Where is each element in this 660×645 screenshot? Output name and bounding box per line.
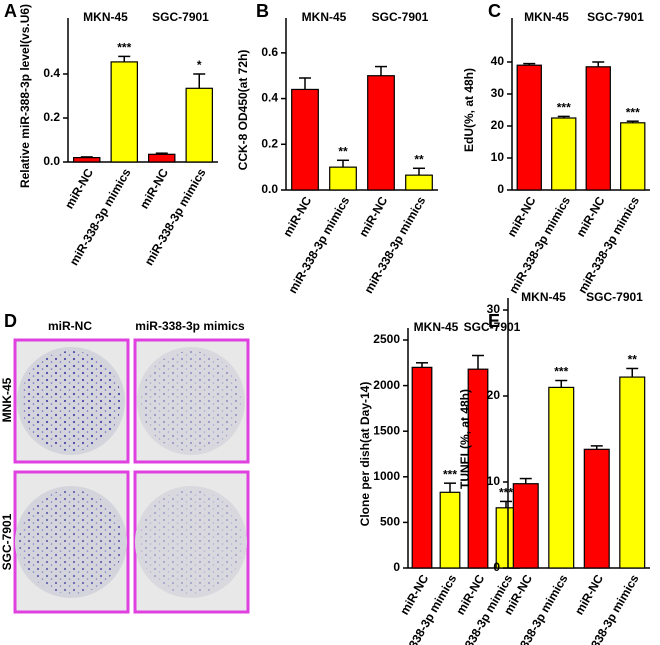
row-label: MNK-45 xyxy=(0,377,14,422)
bar xyxy=(185,87,213,163)
panel-letter: E xyxy=(488,311,500,331)
bar xyxy=(110,61,138,163)
dish-photos xyxy=(13,338,250,614)
group-label: MKN-45 xyxy=(414,320,459,334)
group-label: MKN-45 xyxy=(524,10,569,24)
significance: *** xyxy=(557,101,571,115)
bar xyxy=(411,366,433,569)
y-axis-label: EdU(%, at 48h) xyxy=(462,68,476,152)
y-tick-label: 0.0 xyxy=(261,182,278,196)
y-tick-label: 2500 xyxy=(373,332,400,346)
x-tick-label: miR-NC xyxy=(504,194,538,239)
panel-letter: A xyxy=(4,1,17,21)
y-tick-label: 0 xyxy=(497,182,504,196)
y-tick-label: 30 xyxy=(487,302,501,316)
bar xyxy=(73,157,101,163)
x-tick-label: miR-NC xyxy=(62,166,96,211)
significance: *** xyxy=(554,365,568,379)
x-tick-label: miR-NC xyxy=(573,194,607,239)
group-label: SGC-7901 xyxy=(587,10,644,24)
y-axis-label: Clone per dish(at Day-14) xyxy=(358,382,372,527)
y-tick-label: 0.2 xyxy=(261,136,278,150)
x-tick-label: miR-338-3p mimics xyxy=(575,194,642,296)
bar xyxy=(405,174,433,191)
bar xyxy=(467,368,489,569)
column-label: miR-338-3p mimics xyxy=(135,319,245,333)
panel-letter: B xyxy=(256,1,269,21)
bar xyxy=(439,491,461,569)
group-label: MKN-45 xyxy=(521,290,566,304)
x-tick-label: miR-NC xyxy=(356,194,390,239)
y-tick-label: 1500 xyxy=(373,423,400,437)
bar xyxy=(516,64,542,191)
y-axis-label: CCK-8 OD450(at 72h) xyxy=(236,50,250,171)
x-tick-label: miR-338-3p mimics xyxy=(506,194,573,296)
bar xyxy=(329,166,357,191)
significance: *** xyxy=(117,41,131,55)
bar xyxy=(367,75,395,191)
bar xyxy=(291,88,319,191)
row-label: SGC-7901 xyxy=(0,513,14,570)
y-tick-label: 2000 xyxy=(373,378,400,392)
y-tick-label: 500 xyxy=(380,515,400,529)
y-tick-label: 0 xyxy=(393,560,400,574)
significance: *** xyxy=(443,467,457,481)
bar xyxy=(619,376,646,569)
y-tick-label: 20 xyxy=(487,388,501,402)
y-tick-label: 0 xyxy=(493,560,500,574)
y-tick-label: 20 xyxy=(491,118,505,132)
significance: ** xyxy=(338,144,348,158)
y-tick-label: 40 xyxy=(491,54,505,68)
y-tick-label: 1000 xyxy=(373,469,400,483)
significance: * xyxy=(197,58,202,72)
x-tick-label: miR-NC xyxy=(572,572,606,617)
significance: ** xyxy=(628,353,638,367)
bar xyxy=(551,117,577,191)
panel-letter: C xyxy=(488,1,501,21)
bar xyxy=(620,122,646,191)
significance: *** xyxy=(626,105,640,119)
bar xyxy=(583,448,610,569)
y-axis-label: Relative miR-388-3p level(vs.U6) xyxy=(18,4,32,188)
y-tick-label: 0.6 xyxy=(261,45,278,59)
group-label: MKN-45 xyxy=(83,10,128,24)
bar xyxy=(512,483,539,569)
bar xyxy=(548,386,575,569)
group-label: SGC-7901 xyxy=(152,10,209,24)
y-tick-label: 0.4 xyxy=(261,91,278,105)
y-tick-label: 30 xyxy=(491,86,505,100)
group-label: SGC-7901 xyxy=(464,320,521,334)
panel-letter: D xyxy=(4,311,17,331)
y-tick-label: 0.4 xyxy=(43,66,60,80)
x-tick-label: miR-NC xyxy=(137,166,171,211)
column-label: miR-NC xyxy=(48,319,92,333)
group-label: SGC-7901 xyxy=(372,10,429,24)
y-tick-label: 10 xyxy=(487,474,501,488)
group-label: SGC-7901 xyxy=(586,290,643,304)
y-axis-label: TUNEL(%, at 48h) xyxy=(458,389,472,489)
group-label: MKN-45 xyxy=(302,10,347,24)
x-tick-label: miR-NC xyxy=(280,194,314,239)
significance: *** xyxy=(499,486,513,500)
y-tick-label: 0.0 xyxy=(43,154,60,168)
y-tick-label: 10 xyxy=(491,150,505,164)
significance: ** xyxy=(414,152,424,166)
bar xyxy=(148,153,176,163)
bar xyxy=(585,66,611,191)
y-tick-label: 0.2 xyxy=(43,110,60,124)
